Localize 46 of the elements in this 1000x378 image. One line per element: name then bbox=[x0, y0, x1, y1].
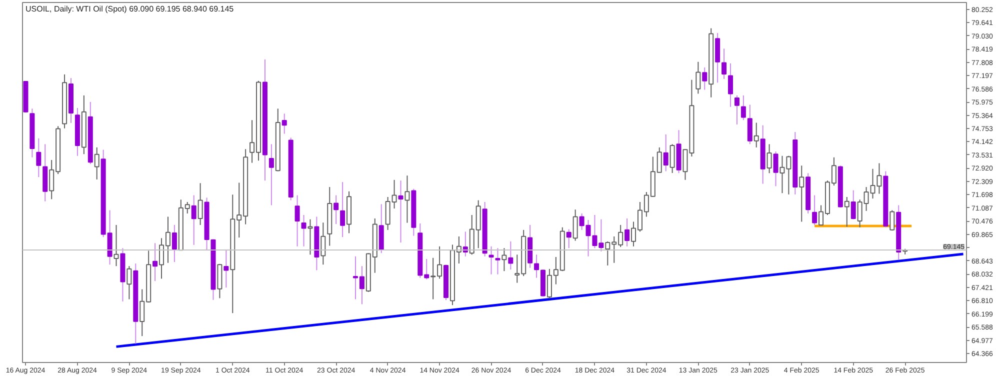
candlestick bbox=[308, 218, 313, 256]
candlestick bbox=[172, 224, 177, 262]
candlestick bbox=[715, 32, 720, 84]
candlestick bbox=[850, 190, 856, 220]
candlestick bbox=[740, 94, 746, 121]
candlestick bbox=[224, 249, 229, 288]
candlestick bbox=[502, 248, 507, 272]
candlestick bbox=[702, 66, 708, 90]
candlestick bbox=[799, 165, 804, 222]
candlestick bbox=[734, 94, 740, 125]
candlestick bbox=[508, 240, 514, 270]
candlestick bbox=[670, 144, 675, 174]
candlestick bbox=[488, 246, 494, 275]
candlestick bbox=[198, 182, 203, 226]
candlestick bbox=[320, 222, 326, 266]
candlestick bbox=[94, 146, 100, 180]
candlestick bbox=[534, 254, 540, 278]
candlestick bbox=[624, 218, 630, 247]
candlestick bbox=[404, 175, 410, 224]
candlestick bbox=[754, 122, 759, 148]
candlestick bbox=[566, 228, 572, 249]
candlestick bbox=[747, 104, 752, 145]
candlestick bbox=[696, 61, 701, 94]
candlestick bbox=[495, 248, 500, 275]
candlestick bbox=[398, 180, 404, 243]
candlestick bbox=[152, 242, 158, 282]
candlestick bbox=[294, 194, 300, 247]
candlestick bbox=[766, 144, 772, 174]
candlestick bbox=[844, 196, 850, 228]
candlestick bbox=[36, 138, 42, 178]
candlestick bbox=[301, 214, 306, 247]
candlestick bbox=[114, 224, 119, 267]
candlestick bbox=[340, 182, 346, 238]
candlestick bbox=[282, 113, 287, 134]
candlestick bbox=[334, 194, 339, 225]
candlestick bbox=[126, 266, 132, 300]
chart-title: USOIL, Daily: WTI Oil (Spot) 69.090 69.195 68.940 69.145 bbox=[26, 4, 234, 14]
candlestick bbox=[191, 194, 196, 246]
candlestick bbox=[663, 134, 668, 172]
candlestick bbox=[890, 210, 895, 232]
candlestick bbox=[812, 194, 818, 226]
candlestick bbox=[572, 209, 578, 242]
candlestick bbox=[773, 151, 778, 187]
candlestick bbox=[722, 48, 727, 80]
candlestick bbox=[728, 62, 734, 108]
candlestick bbox=[268, 144, 274, 206]
